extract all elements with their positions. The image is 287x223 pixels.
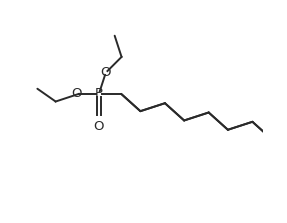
Text: O: O <box>71 87 82 100</box>
Text: P: P <box>95 87 103 100</box>
Text: O: O <box>94 120 104 133</box>
Text: O: O <box>100 66 111 79</box>
